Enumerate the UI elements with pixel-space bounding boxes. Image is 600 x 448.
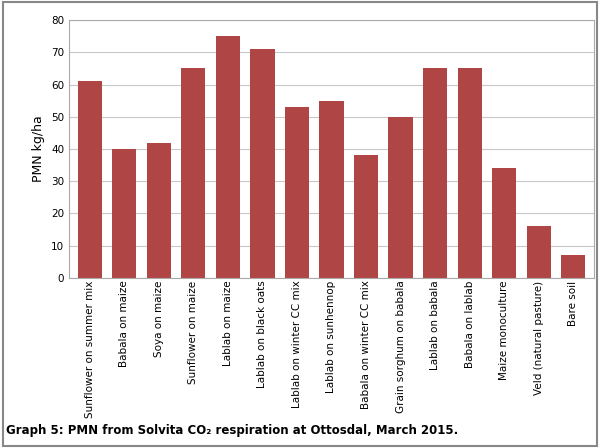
Bar [388,117,413,278]
Bar [285,107,309,278]
Bar [458,69,482,278]
Bar [492,168,516,278]
Bar [216,36,240,278]
Text: Graph 5: PMN from Solvita CO₂ respiration at Ottosdal, March 2015.: Graph 5: PMN from Solvita CO₂ respiratio… [6,424,458,437]
Bar [147,142,171,278]
Bar [181,69,205,278]
Bar [354,155,378,278]
Bar [77,82,102,278]
Bar [423,69,447,278]
Bar [527,226,551,278]
Bar [319,101,344,278]
Bar [561,255,586,278]
Bar [250,49,275,278]
Y-axis label: PMN kg/ha: PMN kg/ha [32,116,46,182]
Bar [112,149,136,278]
